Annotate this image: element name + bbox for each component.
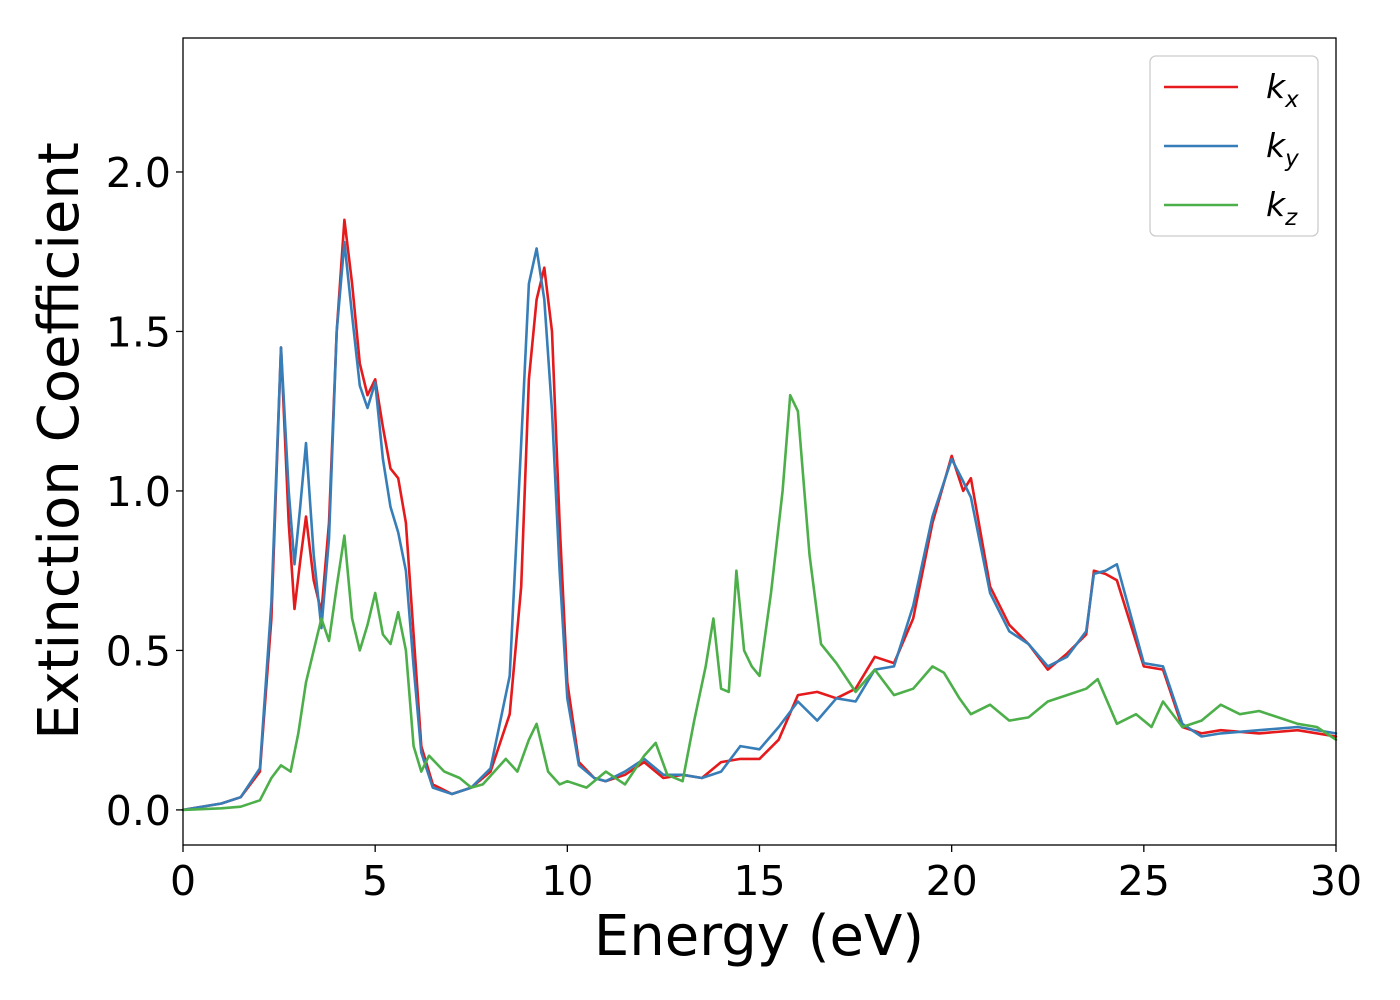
legend-label-subscript: y	[1284, 146, 1299, 172]
x-tick-label: 5	[362, 857, 388, 905]
x-tick-label: 30	[1310, 857, 1362, 905]
legend-label-ky: ky	[1266, 126, 1299, 172]
x-tick-label: 0	[170, 857, 196, 905]
series-line-kz	[181, 393, 1338, 812]
series-layer	[181, 218, 1338, 812]
legend-label-main: k	[1266, 126, 1287, 165]
legend-label-subscript: x	[1284, 87, 1299, 113]
y-tick-label: 2.0	[106, 149, 171, 197]
x-tick-label: 20	[926, 857, 978, 905]
x-tick-label: 25	[1118, 857, 1170, 905]
y-tick-label: 1.0	[106, 468, 171, 516]
series-line-ky	[181, 240, 1338, 812]
y-tick-label: 0.5	[106, 627, 171, 675]
y-tick-label: 1.5	[106, 308, 171, 356]
legend-label-main: k	[1266, 185, 1287, 224]
x-tick-label: 10	[541, 857, 593, 905]
legend-label-main: k	[1266, 67, 1287, 106]
y-axis-title: Extinction Coefficient	[27, 142, 92, 740]
legend-label-subscript: z	[1284, 205, 1298, 231]
legend-label-kz: kz	[1266, 185, 1298, 231]
y-tick-label: 0.0	[106, 787, 171, 835]
x-axis-title: Energy (eV)	[594, 904, 924, 969]
x-tick-label: 15	[733, 857, 785, 905]
legend-label-kx: kx	[1266, 67, 1299, 113]
x-axis: 0 5 10 15 20 25 30	[170, 845, 1362, 905]
y-axis: 0.0 0.5 1.0 1.5 2.0	[106, 149, 183, 835]
